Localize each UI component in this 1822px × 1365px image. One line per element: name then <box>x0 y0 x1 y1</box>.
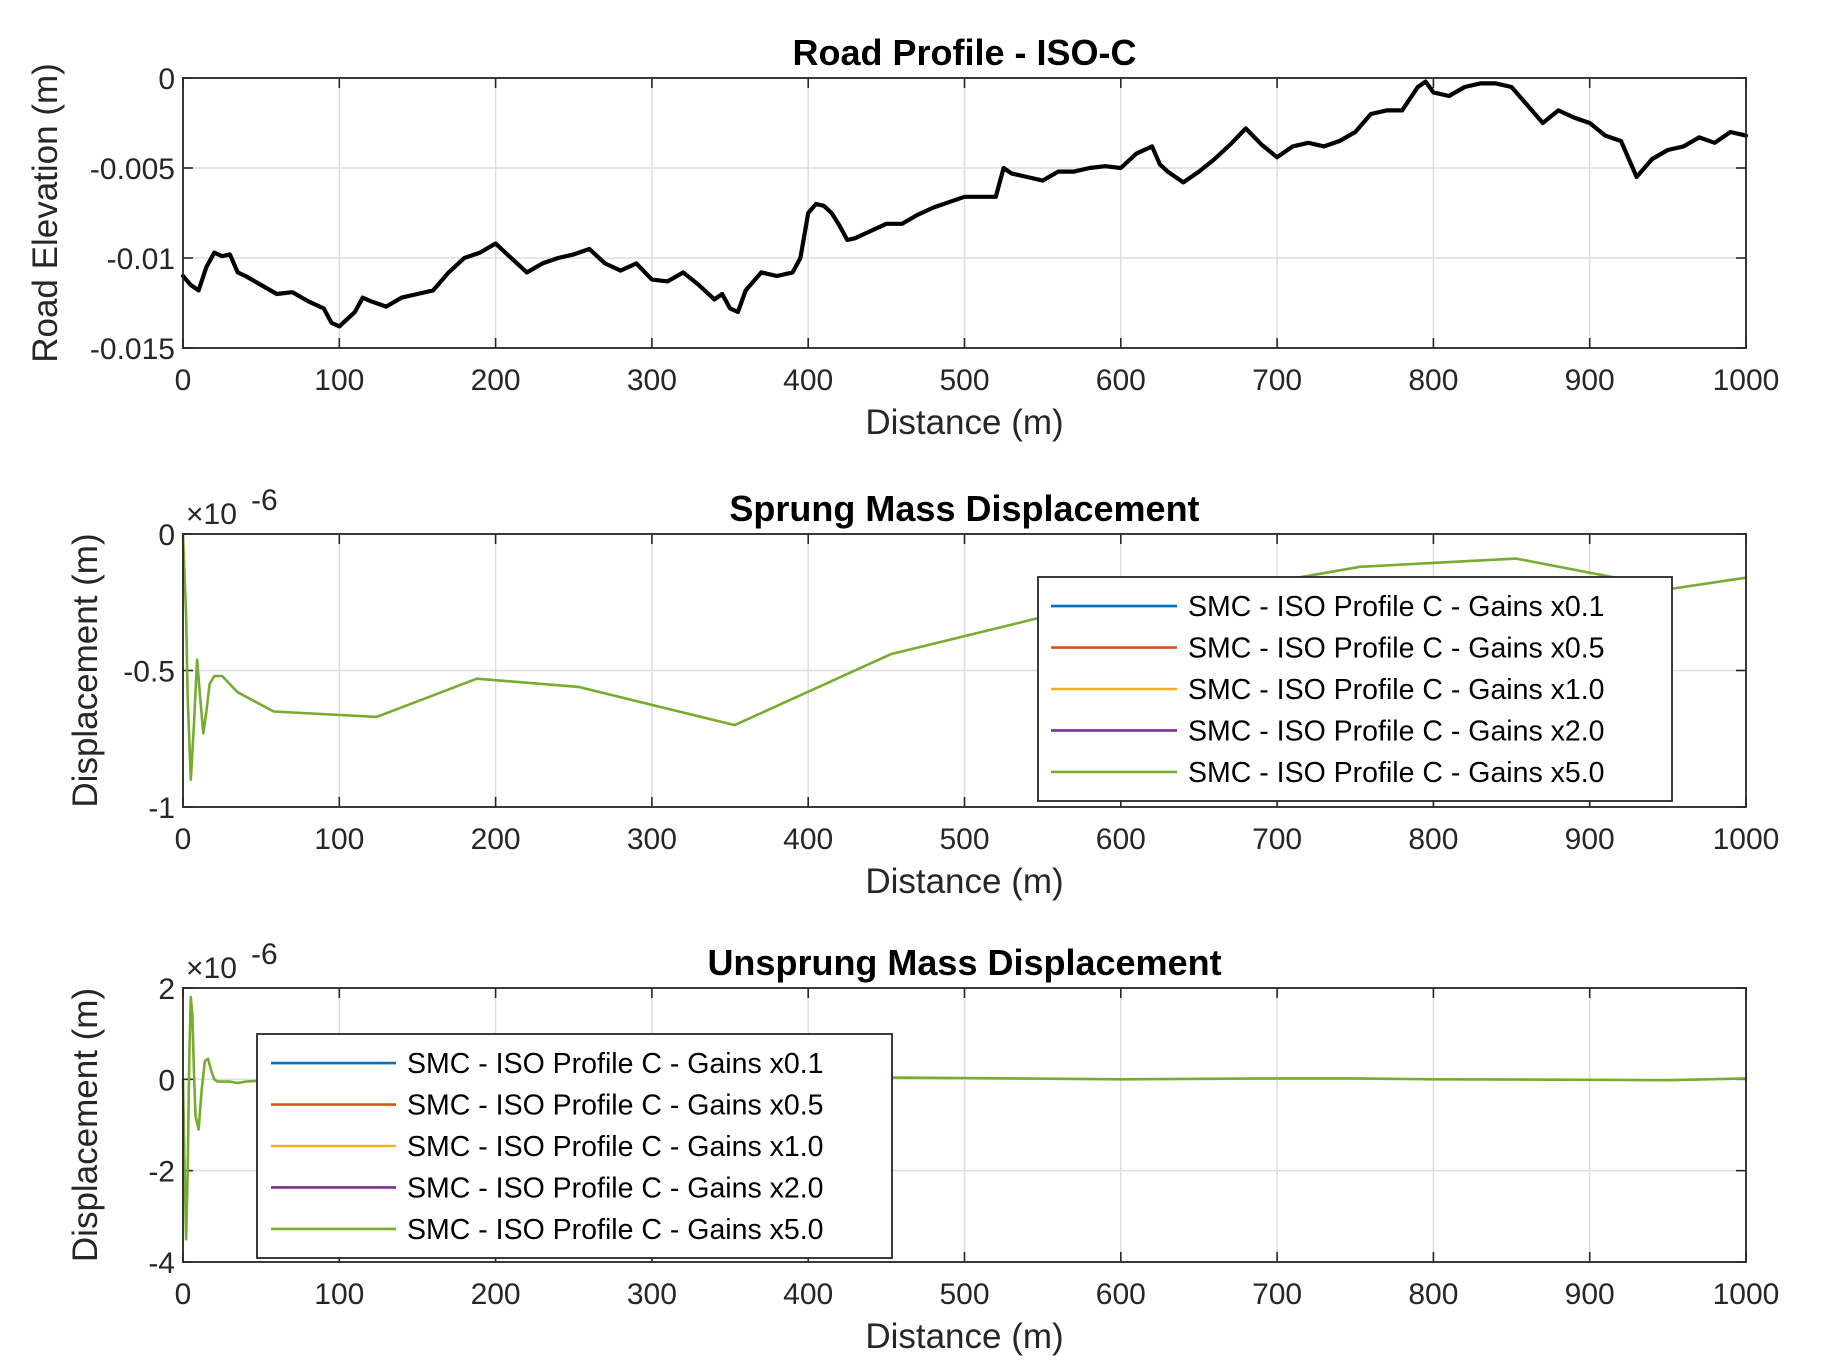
x-tick-label: 800 <box>1408 823 1458 856</box>
x-tick-label: 500 <box>939 1278 989 1311</box>
x-tick-label: 300 <box>627 364 677 397</box>
x-tick-label: 200 <box>471 1278 521 1311</box>
axis-exponent-power: -6 <box>251 938 278 971</box>
series-line-1 <box>180 79 1749 329</box>
x-tick-label: 700 <box>1252 1278 1302 1311</box>
x-axis-label: Distance (m) <box>865 403 1063 442</box>
axis-exponent-base: ×10 <box>186 952 237 985</box>
x-axis-label: Distance (m) <box>865 1317 1063 1356</box>
legend-entry: SMC - ISO Profile C - Gains x5.0 <box>407 1214 824 1246</box>
x-tick-label: 0 <box>175 364 192 397</box>
x-tick-label: 600 <box>1096 823 1146 856</box>
x-tick-label: 300 <box>627 823 677 856</box>
y-tick-label: -0.5 <box>123 656 175 689</box>
y-tick-label: 2 <box>158 973 175 1006</box>
y-tick-label: 0 <box>158 519 175 552</box>
legend-entry: SMC - ISO Profile C - Gains x0.1 <box>1188 591 1605 623</box>
chart-title: Sprung Mass Displacement <box>729 488 1199 529</box>
chart-title: Road Profile - ISO-C <box>792 32 1136 73</box>
legend-box <box>256 1033 893 1259</box>
x-tick-label: 100 <box>314 1278 364 1311</box>
legend-entry: SMC - ISO Profile C - Gains x0.1 <box>407 1048 824 1080</box>
legend-entry: SMC - ISO Profile C - Gains x1.0 <box>407 1131 824 1163</box>
y-tick-label: -2 <box>148 1156 175 1189</box>
chart-panel-1: 0 100 200 300 400 500 600 700 800 900 1000 0 -0.005 -… <box>26 32 1779 442</box>
legend-entry: SMC - ISO Profile C - Gains x2.0 <box>407 1172 824 1204</box>
x-tick-label: 700 <box>1252 823 1302 856</box>
x-tick-label: 900 <box>1565 823 1615 856</box>
legend-entry: SMC - ISO Profile C - Gains x0.5 <box>407 1090 824 1122</box>
x-tick-label: 1000 <box>1713 823 1780 856</box>
y-tick-label: 0 <box>158 63 175 96</box>
legend: SMC - ISO Profile C - Gains x0.1 SMC - IS… <box>256 1033 893 1259</box>
x-tick-label: 800 <box>1408 1278 1458 1311</box>
x-tick-label: 900 <box>1565 364 1615 397</box>
legend-entry: SMC - ISO Profile C - Gains x0.5 <box>1188 633 1605 665</box>
axes-frame <box>182 77 1747 349</box>
x-tick-label: 400 <box>783 823 833 856</box>
x-tick-label: 200 <box>471 823 521 856</box>
x-tick-label: 500 <box>939 823 989 856</box>
x-tick-label: 600 <box>1096 364 1146 397</box>
x-tick-label: 400 <box>783 1278 833 1311</box>
y-axis-label: Displacement (m) <box>66 533 105 807</box>
chart-panel-2: 0 100 200 300 400 500 600 700 800 900 1000 0 -0.5 -1 S… <box>66 484 1779 901</box>
x-tick-label: 0 <box>175 823 192 856</box>
y-tick-label: -0.005 <box>90 153 175 186</box>
axis-exponent-power: -6 <box>251 484 278 517</box>
x-tick-label: 500 <box>939 364 989 397</box>
chart-title: Unsprung Mass Displacement <box>707 942 1221 983</box>
x-tick-label: 1000 <box>1713 364 1780 397</box>
y-axis-label: Displacement (m) <box>66 988 105 1262</box>
series-line-5 <box>181 995 1748 1241</box>
y-tick-label: -4 <box>148 1247 175 1280</box>
y-tick-label: -0.015 <box>90 333 175 366</box>
x-tick-label: 100 <box>314 823 364 856</box>
legend-entry: SMC - ISO Profile C - Gains x2.0 <box>1188 715 1605 747</box>
y-tick-label: 0 <box>158 1064 175 1097</box>
legend-entry: SMC - ISO Profile C - Gains x1.0 <box>1188 674 1605 706</box>
x-tick-label: 200 <box>471 364 521 397</box>
x-tick-label: 300 <box>627 1278 677 1311</box>
chart-panel-3: 0 100 200 300 400 500 600 700 800 900 1000 2 0 -2 -4 Un… <box>66 938 1779 1356</box>
axis-exponent-base: ×10 <box>186 498 237 531</box>
x-tick-label: 800 <box>1408 364 1458 397</box>
x-tick-label: 400 <box>783 364 833 397</box>
x-tick-label: 600 <box>1096 1278 1146 1311</box>
x-axis-label: Distance (m) <box>865 862 1063 901</box>
legend: SMC - ISO Profile C - Gains x0.1 SMC - IS… <box>1037 576 1673 802</box>
x-tick-label: 0 <box>175 1278 192 1311</box>
x-tick-label: 900 <box>1565 1278 1615 1311</box>
y-tick-label: -0.01 <box>107 243 175 276</box>
x-tick-label: 1000 <box>1713 1278 1780 1311</box>
legend-entry: SMC - ISO Profile C - Gains x5.0 <box>1188 757 1605 789</box>
x-tick-label: 100 <box>314 364 364 397</box>
x-tick-label: 700 <box>1252 364 1302 397</box>
axes-frame <box>182 987 1747 1263</box>
y-tick-label: -1 <box>148 792 175 825</box>
axes-frame <box>182 533 1747 808</box>
y-axis-label: Road Elevation (m) <box>26 63 65 363</box>
